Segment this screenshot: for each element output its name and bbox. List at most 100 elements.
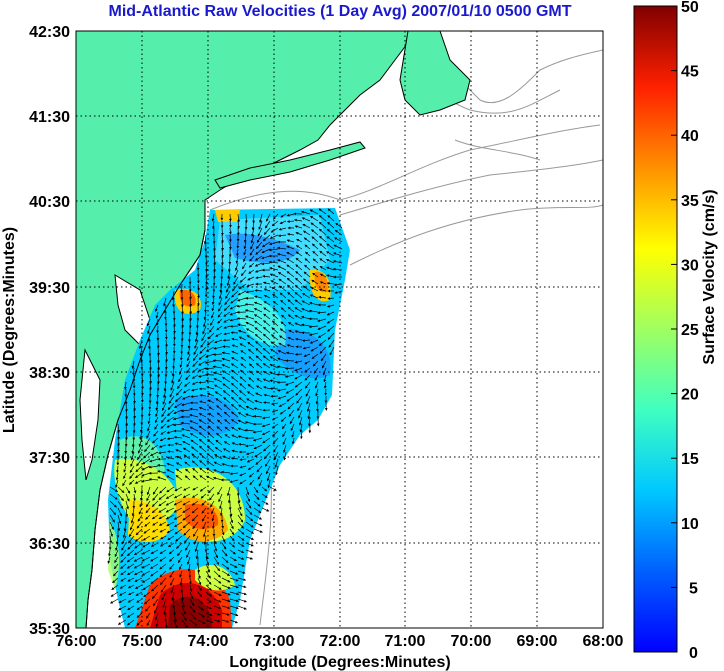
velocity-arrow (284, 367, 295, 370)
velocity-arrow (133, 416, 136, 427)
velocity-arrow (145, 500, 151, 508)
velocity-arrow (173, 332, 176, 341)
velocity-arrow (230, 403, 239, 411)
velocity-arrow (302, 346, 311, 350)
velocity-arrow (239, 343, 247, 348)
velocity-arrow (231, 290, 239, 298)
velocity-arrow (244, 428, 255, 432)
velocity-arrow (211, 213, 215, 222)
velocity-arrow (255, 241, 263, 249)
velocity-arrow (286, 251, 295, 257)
velocity-arrow (209, 325, 215, 333)
velocity-arrow (191, 374, 199, 379)
velocity-arrow (224, 419, 231, 425)
velocity-arrow (166, 456, 175, 460)
velocity-arrow (184, 381, 191, 387)
velocity-arrow (190, 395, 199, 398)
velocity-arrow (191, 460, 199, 467)
velocity-arrow (261, 423, 271, 428)
velocity-arrow (326, 282, 335, 285)
y-tick-label: 38:30 (29, 365, 70, 382)
velocity-arrow (319, 281, 327, 285)
velocity-arrow (269, 234, 279, 239)
velocity-arrow (309, 332, 319, 336)
velocity-arrow (125, 416, 129, 427)
velocity-arrow (159, 542, 167, 547)
velocity-arrow (163, 297, 167, 307)
velocity-arrow (272, 430, 279, 437)
velocity-arrow (205, 549, 209, 560)
velocity-arrow (166, 416, 175, 422)
velocity-arrow (254, 451, 263, 458)
velocity-arrow (191, 500, 199, 506)
velocity-arrow (326, 304, 335, 308)
velocity-arrow (189, 605, 196, 613)
velocity-arrow (243, 241, 247, 250)
velocity-arrow (222, 338, 231, 342)
velocity-arrow (221, 241, 224, 251)
velocity-arrow (287, 306, 295, 313)
velocity-arrow (188, 332, 191, 343)
velocity-arrow (143, 528, 151, 534)
velocity-arrow (192, 521, 199, 530)
velocity-arrow (126, 570, 135, 576)
velocity-arrow (222, 448, 231, 453)
velocity-arrow (197, 297, 200, 307)
velocity-arrow (169, 388, 175, 398)
velocity-arrow (272, 307, 279, 313)
velocity-arrow (271, 409, 279, 413)
velocity-arrow (142, 458, 151, 465)
velocity-arrow (288, 329, 295, 334)
velocity-arrow (219, 276, 223, 287)
velocity-arrow (223, 332, 231, 336)
velocity-arrow (182, 514, 191, 521)
velocity-arrow (239, 472, 247, 477)
velocity-arrow (166, 469, 175, 474)
velocity-arrow (133, 402, 136, 412)
velocity-arrow (120, 556, 127, 563)
velocity-arrow (248, 269, 255, 274)
velocity-arrow (150, 556, 159, 562)
velocity-arrow (215, 332, 223, 337)
velocity-arrow (213, 262, 216, 273)
velocity-arrow (157, 360, 161, 371)
velocity-arrow (182, 447, 191, 453)
velocity-arrow (311, 353, 319, 359)
velocity-arrow (121, 542, 127, 551)
y-tick-label: 40:30 (29, 194, 70, 211)
velocity-arrow (312, 265, 319, 271)
velocity-arrow (166, 475, 175, 481)
velocity-arrow (139, 500, 143, 508)
velocity-arrow (144, 444, 151, 453)
velocity-arrow (237, 435, 247, 439)
velocity-arrow (227, 262, 231, 273)
velocity-arrow (263, 393, 271, 397)
velocity-arrow (315, 388, 319, 397)
velocity-arrow (156, 325, 159, 334)
velocity-arrow (253, 308, 263, 313)
y-tick-label: 36:30 (29, 536, 70, 553)
velocity-arrow (224, 434, 231, 439)
velocity-arrow (182, 493, 191, 498)
velocity-arrow (234, 269, 239, 279)
velocity-arrow (145, 514, 151, 520)
velocity-arrow (204, 367, 215, 370)
velocity-arrow (160, 535, 167, 540)
velocity-arrow (286, 245, 295, 250)
velocity-arrow (179, 360, 183, 368)
velocity-arrow (151, 591, 159, 599)
velocity-arrow (212, 353, 223, 356)
velocity-arrow (130, 514, 135, 524)
velocity-arrow (129, 521, 135, 531)
velocity-arrow (120, 563, 127, 569)
velocity-arrow (263, 294, 271, 299)
velocity-arrow (124, 451, 127, 461)
velocity-arrow (261, 262, 271, 266)
y-tick-labels: 42:30 41:30 40:30 39:30 38:30 37:30 36:3… (29, 24, 70, 638)
velocity-arrow (150, 549, 159, 555)
velocity-arrow (213, 612, 221, 616)
colorbar-tick-labels: 50 45 40 35 30 25 20 15 10 5 0 (681, 0, 699, 662)
velocity-arrow (109, 514, 115, 523)
velocity-arrow (189, 407, 199, 411)
velocity-arrow (177, 381, 183, 390)
